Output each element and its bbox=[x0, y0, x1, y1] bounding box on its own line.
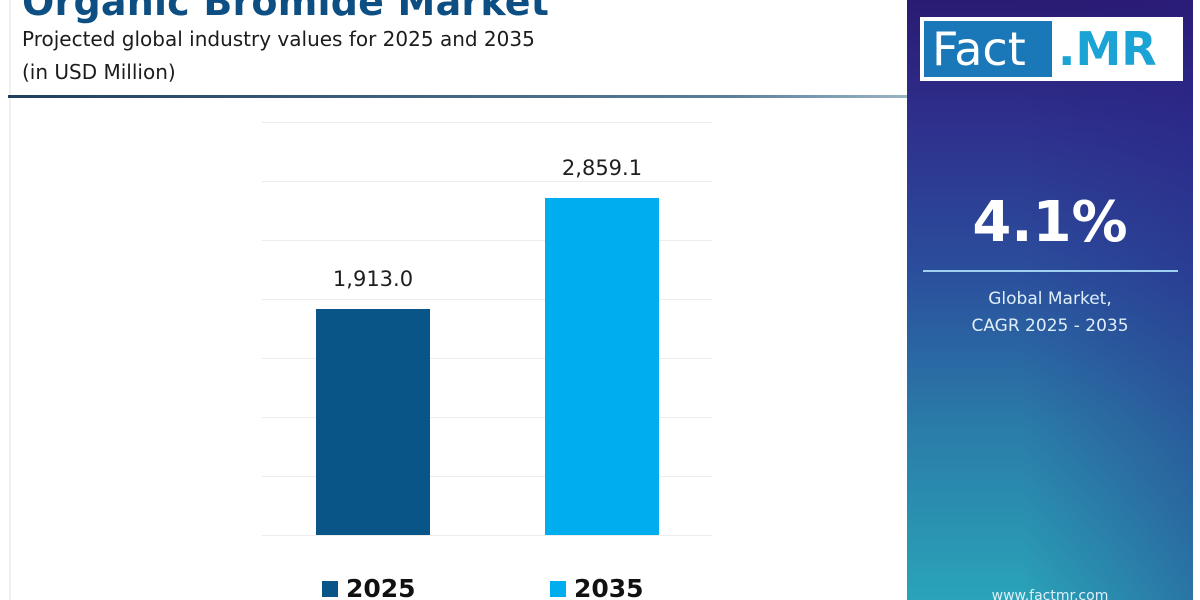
legend-swatch-2025 bbox=[322, 580, 338, 597]
legend-swatch-2035 bbox=[550, 580, 566, 597]
gridline bbox=[262, 181, 712, 182]
site-url: www.factmr.com bbox=[991, 588, 1109, 600]
cagr-label-line2: CAGR 2025 - 2035 bbox=[971, 316, 1129, 336]
legend-item-2025: 2025 bbox=[322, 574, 416, 600]
gridline bbox=[262, 358, 712, 359]
factmr-logo: Fact .MR bbox=[920, 17, 1183, 81]
gridline bbox=[262, 299, 712, 300]
bar-2035 bbox=[545, 198, 659, 535]
cagr-value: 4.1% bbox=[972, 190, 1128, 255]
page-title: Organic Bromide Market bbox=[22, 0, 550, 24]
header-divider bbox=[8, 95, 908, 98]
gridline bbox=[262, 476, 712, 477]
gridline bbox=[262, 417, 712, 418]
legend-item-2035: 2035 bbox=[550, 574, 644, 600]
bar-chart: 1,913.0 2,859.1 bbox=[262, 122, 712, 536]
cagr-label-line1: Global Market, bbox=[988, 289, 1112, 309]
legend-label-2025: 2025 bbox=[346, 574, 416, 600]
cagr-divider bbox=[923, 270, 1178, 272]
bar-value-label-2035: 2,859.1 bbox=[561, 156, 643, 180]
unit-label: (in USD Million) bbox=[22, 60, 176, 84]
gridline bbox=[262, 535, 712, 536]
gridline bbox=[262, 240, 712, 241]
chart-subtitle: Projected global industry values for 202… bbox=[22, 27, 535, 51]
logo-mr-text: .MR bbox=[1058, 22, 1157, 76]
panel-right-border bbox=[1193, 0, 1200, 600]
bar-2025 bbox=[316, 309, 430, 535]
gridline bbox=[262, 122, 712, 123]
legend-label-2035: 2035 bbox=[574, 574, 644, 600]
bar-value-label-2025: 1,913.0 bbox=[332, 267, 414, 291]
logo-fact-text: Fact bbox=[924, 21, 1052, 77]
cagr-side-panel bbox=[907, 0, 1193, 600]
left-border bbox=[9, 0, 11, 600]
